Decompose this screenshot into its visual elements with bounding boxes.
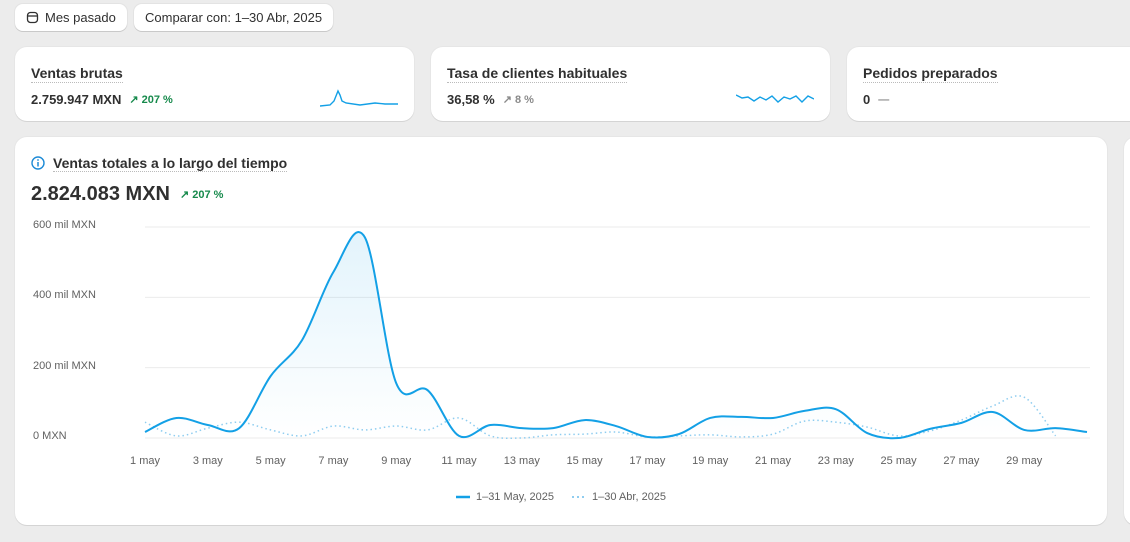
kpi-title[interactable]: Ventas brutas bbox=[31, 65, 123, 83]
chart-legend: 1–31 May, 2025 1–30 Abr, 2025 bbox=[15, 491, 1107, 503]
sparkline-returning-customers bbox=[736, 94, 814, 103]
date-range-button[interactable]: Mes pasado bbox=[15, 4, 127, 31]
x-tick-label: 9 may bbox=[381, 455, 412, 467]
compare-button[interactable]: Comparar con: 1–30 Abr, 2025 bbox=[134, 4, 334, 31]
x-tick-label: 1 may bbox=[130, 455, 160, 467]
x-tick-label: 13 may bbox=[503, 455, 540, 467]
sales-over-time-card: Ventas totales a lo largo del tiempo 2.8… bbox=[15, 137, 1107, 525]
x-tick-label: 21 may bbox=[754, 455, 792, 467]
compare-label: Comparar con: 1–30 Abr, 2025 bbox=[145, 10, 323, 25]
legend-item-previous[interactable]: 1–30 Abr, 2025 bbox=[572, 491, 667, 503]
x-tick-label: 29 may bbox=[1006, 455, 1043, 467]
x-tick-label: 17 may bbox=[629, 455, 666, 467]
kpi-value: 2.759.947 MXN bbox=[31, 92, 122, 107]
y-tick-label: 400 mil MXN bbox=[33, 289, 96, 302]
kpi-value: 36,58 % bbox=[447, 92, 495, 107]
series-line-previous bbox=[144, 395, 1057, 440]
y-tick-label: 600 mil MXN bbox=[33, 219, 96, 231]
chart-change: ↗ 207 % bbox=[179, 189, 224, 201]
kpi-card-gross-sales[interactable]: Ventas brutas 2.759.947 MXN ↗ 207 % bbox=[15, 47, 414, 121]
kpi-value: 0 bbox=[863, 92, 871, 107]
info-icon[interactable] bbox=[31, 156, 45, 170]
legend-item-current[interactable]: 1–31 May, 2025 bbox=[455, 491, 555, 503]
kpi-title[interactable]: Tasa de clientes habituales bbox=[447, 65, 628, 83]
date-range-label: Mes pasado bbox=[45, 10, 116, 25]
series-line-current bbox=[144, 231, 1088, 440]
line-chart bbox=[144, 226, 1090, 440]
chart-total: 2.824.083 MXN bbox=[31, 183, 170, 205]
y-tick-label: 200 mil MXN bbox=[33, 359, 96, 372]
x-tick-label: 25 may bbox=[880, 455, 917, 467]
x-tick-label: 11 may bbox=[441, 455, 477, 467]
kpi-change: ↗ 8 % bbox=[502, 94, 534, 106]
kpi-change: — bbox=[878, 93, 890, 106]
sparkline-gross-sales bbox=[320, 89, 398, 107]
kpi-title[interactable]: Pedidos preparados bbox=[863, 65, 998, 83]
x-tick-label: 7 may bbox=[318, 455, 349, 467]
x-tick-label: 19 may bbox=[692, 455, 729, 467]
series-area-current bbox=[145, 232, 1087, 439]
kpi-change: ↗ 207 % bbox=[129, 94, 173, 106]
side-card bbox=[1124, 137, 1130, 525]
kpi-card-orders-fulfilled[interactable]: Pedidos preparados 0 — bbox=[847, 47, 1130, 121]
chart-title[interactable]: Ventas totales a lo largo del tiempo bbox=[53, 155, 288, 172]
y-tick-label: 0 MXN bbox=[33, 430, 67, 442]
x-tick-label: 27 may bbox=[943, 455, 980, 467]
x-tick-label: 5 may bbox=[255, 455, 286, 467]
x-tick-label: 15 may bbox=[566, 455, 603, 467]
x-tick-label: 3 may bbox=[192, 455, 223, 467]
kpi-card-returning-customers[interactable]: Tasa de clientes habituales 36,58 % ↗ 8 % bbox=[431, 47, 830, 121]
calendar-icon bbox=[26, 11, 39, 24]
x-tick-label: 23 may bbox=[817, 455, 854, 467]
